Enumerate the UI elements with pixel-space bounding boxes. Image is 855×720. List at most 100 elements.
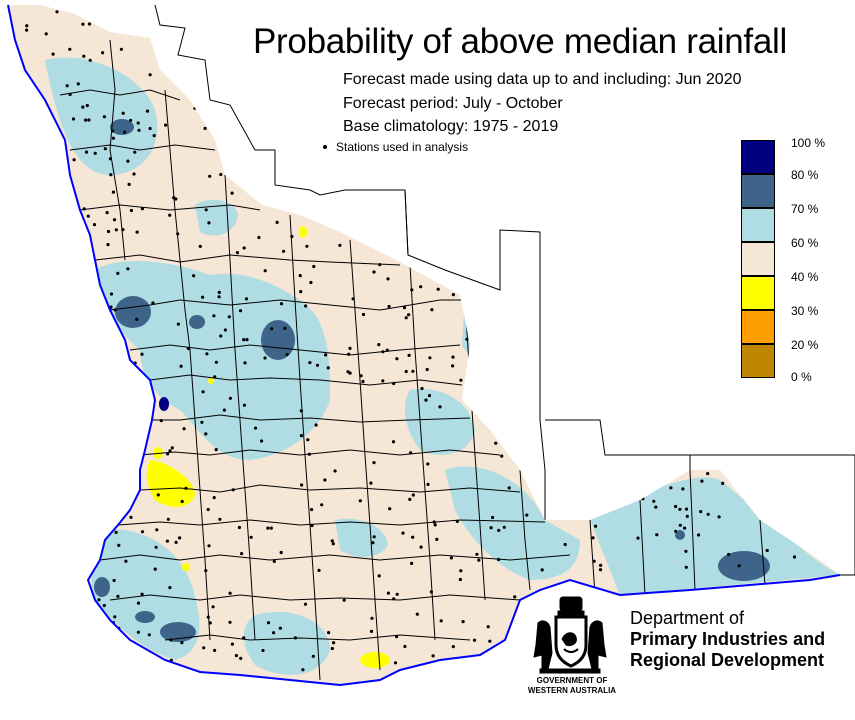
station-dot [410, 561, 414, 566]
station-dot [652, 499, 656, 503]
station-dot [381, 379, 385, 383]
station-dot [430, 308, 434, 312]
station-dot [674, 529, 678, 533]
station-dot [697, 533, 701, 537]
station-dot [331, 542, 335, 546]
station-dot [201, 295, 205, 299]
station-dot [234, 654, 238, 658]
station-dot [109, 292, 114, 296]
station-dot [25, 28, 29, 32]
station-dot [204, 208, 208, 212]
station-dot [411, 535, 415, 539]
station-dot [112, 218, 117, 222]
station-dot [717, 515, 721, 519]
station-dot [669, 486, 673, 490]
station-dot [116, 271, 120, 275]
station-dot [333, 469, 337, 473]
station-dot [192, 274, 196, 278]
station-dot [477, 558, 481, 562]
station-dot [137, 128, 141, 132]
station-dot [212, 496, 216, 500]
station-dot [377, 343, 381, 347]
station-dot [431, 654, 435, 658]
department-line-1: Department of [630, 608, 745, 628]
station-dot [240, 552, 244, 556]
station-dot [410, 288, 414, 292]
station-dot [359, 374, 363, 378]
station-dot [184, 486, 188, 490]
station-dot [386, 277, 390, 281]
station-dot [494, 441, 498, 445]
station-dot [314, 423, 318, 427]
station-dot [299, 434, 303, 438]
station-dot [81, 22, 85, 26]
station-dot [563, 542, 567, 547]
station-dot [88, 58, 92, 62]
station-dot [245, 338, 249, 342]
station-dot [68, 47, 72, 51]
station-dot [303, 602, 308, 606]
station-dot [140, 530, 145, 534]
station-dot [129, 515, 133, 520]
station-dot [182, 427, 186, 431]
station-dot [272, 631, 276, 635]
station-dot [409, 451, 413, 455]
station-dot [488, 639, 492, 643]
zone-100 [159, 397, 169, 411]
station-dot [681, 487, 685, 491]
station-dot [217, 290, 221, 294]
station-dot [395, 635, 399, 639]
base-climatology-line: Base climatology: 1975 - 2019 [343, 118, 559, 135]
station-dot [203, 126, 207, 130]
station-dot [415, 612, 419, 616]
station-dot [102, 115, 106, 119]
station-dot [156, 493, 160, 497]
station-dot [148, 126, 152, 131]
station-dot [304, 304, 308, 308]
station-dot [242, 246, 246, 250]
station-dot [263, 269, 267, 273]
legend-label-0: 0 % [791, 370, 812, 384]
station-dot [298, 274, 302, 278]
station-dot [372, 270, 376, 274]
station-dot [489, 526, 493, 530]
station-dot [404, 369, 408, 374]
station-dot [301, 668, 305, 672]
station-dot [395, 592, 399, 596]
station-dot [84, 150, 89, 154]
station-dot [68, 92, 72, 96]
station-dot [285, 352, 289, 357]
station-dot [260, 439, 264, 443]
legend-label-40: 40 % [791, 270, 819, 284]
station-dot [208, 621, 212, 625]
station-dot [218, 517, 222, 521]
station-dot [151, 301, 155, 305]
station-dot [269, 526, 273, 530]
station-dot [372, 461, 376, 465]
station-dot [654, 505, 658, 509]
station-dot [86, 214, 90, 218]
station-dot [433, 523, 437, 527]
station-dot [227, 315, 231, 319]
station-dot [684, 565, 688, 569]
station-dot [180, 641, 184, 645]
station-dot [148, 73, 152, 77]
station-dot [500, 454, 504, 458]
station-dot [198, 244, 202, 248]
station-dot [84, 118, 88, 122]
station-dot [81, 105, 85, 109]
station-dot [211, 605, 215, 609]
station-dot [279, 302, 284, 306]
station-dot [111, 129, 115, 133]
legend-label-70: 70 % [791, 202, 819, 216]
station-dot [239, 656, 243, 661]
station-dot [207, 221, 211, 225]
station-dot [594, 524, 598, 528]
station-dot [311, 654, 315, 658]
station-dot [320, 503, 324, 507]
station-dot [219, 172, 223, 177]
station-dot [426, 462, 430, 466]
station-dot [201, 390, 205, 394]
station-dot [435, 537, 439, 542]
